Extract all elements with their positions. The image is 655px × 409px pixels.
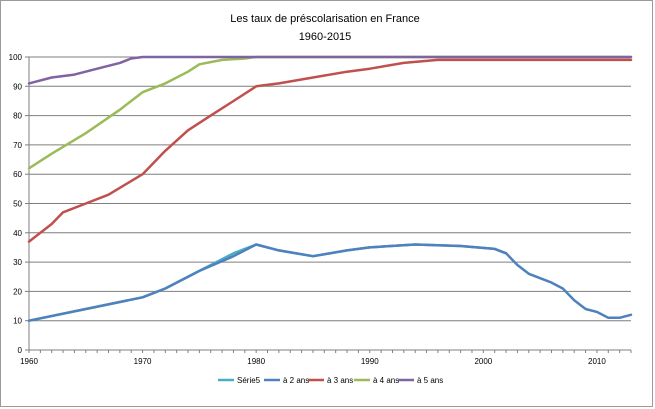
y-tick-label: 100 bbox=[9, 53, 23, 62]
y-tick-label: 0 bbox=[18, 346, 23, 355]
x-tick-label: 2010 bbox=[588, 357, 606, 366]
x-tick-label: 1970 bbox=[134, 357, 152, 366]
legend-label: Série5 bbox=[237, 376, 261, 385]
legend-item: à 5 ans bbox=[398, 376, 443, 385]
chart-subtitle: 1960-2015 bbox=[299, 31, 352, 43]
series-line-4 bbox=[27, 55, 633, 85]
y-tick-label: 50 bbox=[13, 200, 22, 209]
legend: Série5 à 2 ans à 3 ans à 4 ans à 5 ans bbox=[218, 376, 443, 385]
legend-item: à 3 ans bbox=[308, 376, 353, 385]
legend-label: à 4 ans bbox=[373, 376, 399, 385]
y-tick-label: 80 bbox=[13, 112, 22, 121]
y-axis-ticks: 0 10 20 30 40 50 60 70 80 90 100 bbox=[9, 53, 29, 355]
y-tick-label: 60 bbox=[13, 170, 22, 179]
y-tick-label: 90 bbox=[13, 82, 22, 91]
legend-item: à 2 ans bbox=[264, 376, 309, 385]
legend-label: à 3 ans bbox=[327, 376, 353, 385]
y-tick-label: 20 bbox=[13, 287, 22, 296]
x-tick-label: 2000 bbox=[474, 357, 492, 366]
series-line-1 bbox=[27, 243, 633, 322]
legend-label: à 2 ans bbox=[283, 376, 309, 385]
series-lines bbox=[27, 55, 633, 322]
series-line-2 bbox=[27, 58, 633, 243]
x-tick-label: 1990 bbox=[361, 357, 379, 366]
series-line-0 bbox=[27, 243, 508, 322]
x-axis-ticks: 1960 1970 1980 1990 2000 2010 bbox=[20, 350, 632, 366]
legend-item: Série5 bbox=[218, 376, 261, 385]
chart-title: Les taux de préscolarisation en France bbox=[230, 13, 420, 25]
legend-label: à 5 ans bbox=[417, 376, 443, 385]
y-tick-label: 30 bbox=[13, 258, 22, 267]
y-tick-label: 40 bbox=[13, 229, 22, 238]
x-tick-label: 1980 bbox=[247, 357, 265, 366]
y-tick-label: 70 bbox=[13, 141, 22, 150]
x-tick-label: 1960 bbox=[20, 357, 38, 366]
legend-item: à 4 ans bbox=[354, 376, 399, 385]
y-tick-label: 10 bbox=[13, 317, 22, 326]
